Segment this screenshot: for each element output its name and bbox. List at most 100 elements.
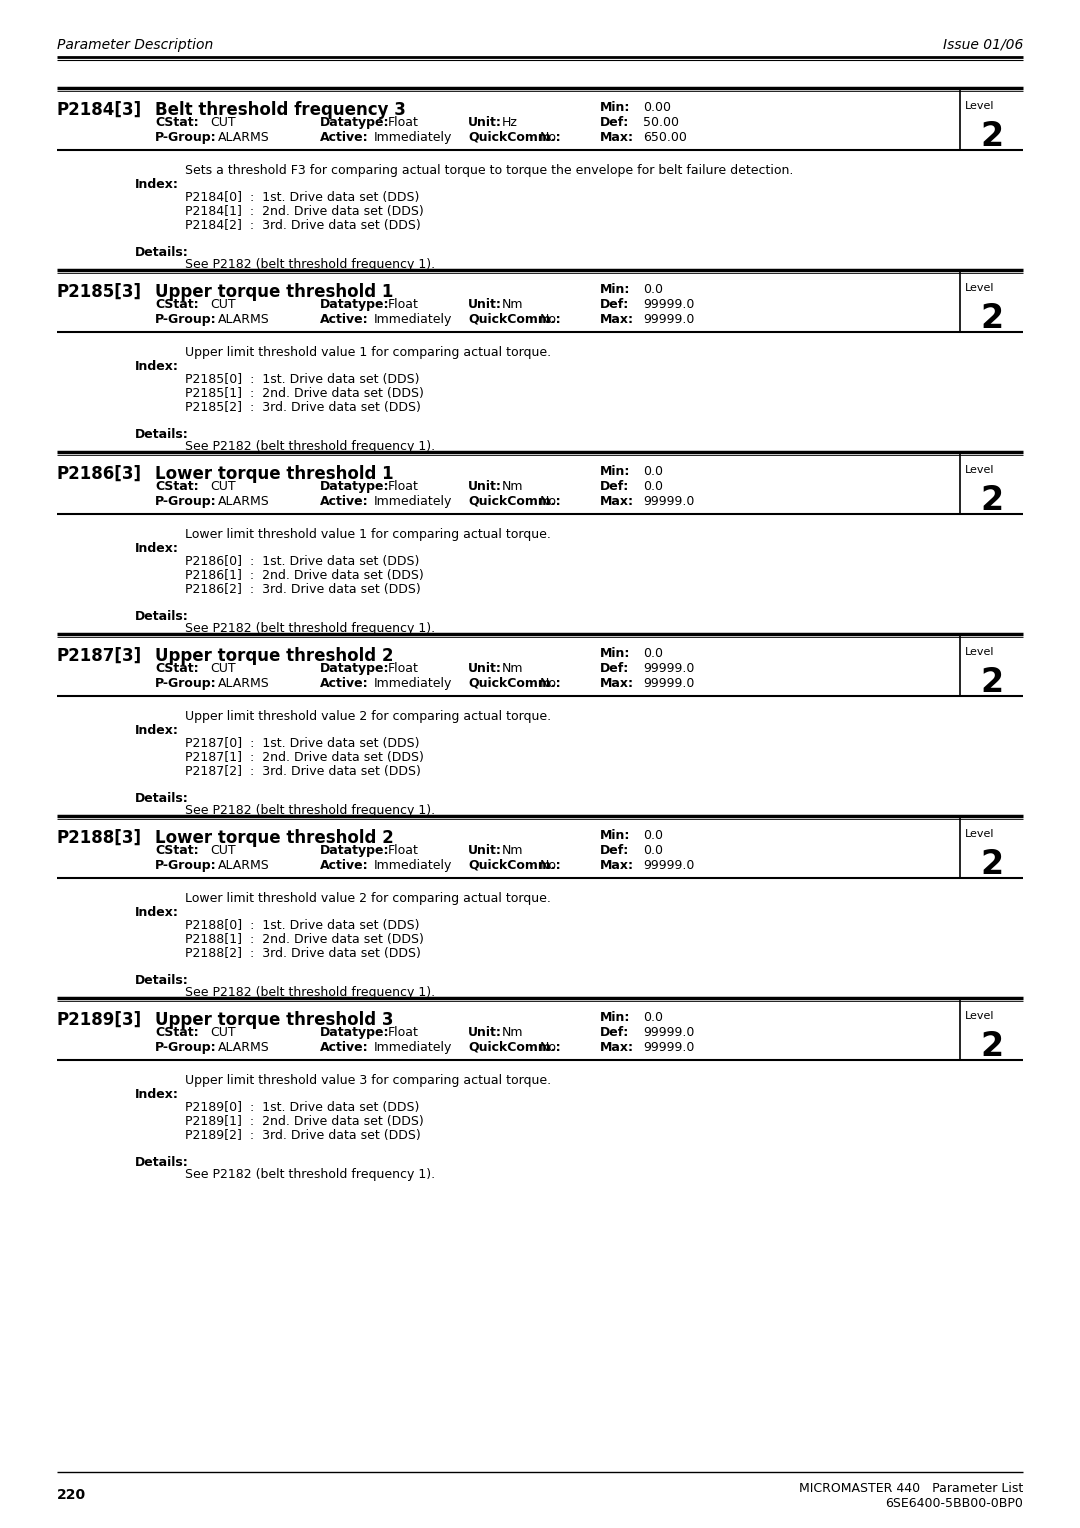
Text: 6SE6400-5BB00-0BP0: 6SE6400-5BB00-0BP0 (886, 1497, 1023, 1510)
Text: P-Group:: P-Group: (156, 677, 217, 691)
Text: CUT: CUT (210, 843, 235, 857)
Text: CStat:: CStat: (156, 480, 199, 494)
Text: No: No (540, 495, 557, 507)
Text: P-Group:: P-Group: (156, 859, 217, 872)
Text: 220: 220 (57, 1488, 86, 1502)
Text: Lower torque threshold 1: Lower torque threshold 1 (156, 465, 393, 483)
Text: 2: 2 (980, 848, 1003, 882)
Text: 0.0: 0.0 (643, 830, 663, 842)
Text: Level: Level (966, 465, 995, 475)
Text: ALARMS: ALARMS (218, 1041, 270, 1054)
Text: 99999.0: 99999.0 (643, 662, 694, 675)
Text: Float: Float (388, 1025, 419, 1039)
Text: P2186[0]  :  1st. Drive data set (DDS): P2186[0] : 1st. Drive data set (DDS) (185, 555, 419, 568)
Text: Upper limit threshold value 1 for comparing actual torque.: Upper limit threshold value 1 for compar… (185, 345, 551, 359)
Text: Details:: Details: (135, 610, 189, 623)
Text: Level: Level (966, 646, 995, 657)
Text: Max:: Max: (600, 859, 634, 872)
Text: 0.0: 0.0 (643, 843, 663, 857)
Text: P-Group:: P-Group: (156, 131, 217, 144)
Text: Index:: Index: (135, 1088, 179, 1102)
Text: P2184[1]  :  2nd. Drive data set (DDS): P2184[1] : 2nd. Drive data set (DDS) (185, 205, 423, 219)
Text: Immediately: Immediately (374, 495, 453, 507)
Text: 2: 2 (980, 666, 1003, 698)
Text: Float: Float (388, 662, 419, 675)
Text: Details:: Details: (135, 973, 189, 987)
Text: Unit:: Unit: (468, 298, 502, 312)
Text: 99999.0: 99999.0 (643, 495, 694, 507)
Text: Nm: Nm (502, 662, 524, 675)
Text: Index:: Index: (135, 724, 179, 736)
Text: Issue 01/06: Issue 01/06 (943, 38, 1023, 52)
Text: Min:: Min: (600, 830, 631, 842)
Text: Active:: Active: (320, 859, 368, 872)
Text: 0.0: 0.0 (643, 646, 663, 660)
Text: Max:: Max: (600, 495, 634, 507)
Text: See P2182 (belt threshold frequency 1).: See P2182 (belt threshold frequency 1). (185, 804, 435, 817)
Text: CStat:: CStat: (156, 662, 199, 675)
Text: Index:: Index: (135, 906, 179, 918)
Text: Datatype:: Datatype: (320, 480, 390, 494)
Text: CStat:: CStat: (156, 116, 199, 128)
Text: Max:: Max: (600, 313, 634, 325)
Text: Unit:: Unit: (468, 116, 502, 128)
Text: P2186[3]: P2186[3] (57, 465, 141, 483)
Text: CUT: CUT (210, 662, 235, 675)
Text: See P2182 (belt threshold frequency 1).: See P2182 (belt threshold frequency 1). (185, 440, 435, 452)
Text: Nm: Nm (502, 1025, 524, 1039)
Text: QuickComm.:: QuickComm.: (468, 1041, 561, 1054)
Text: P-Group:: P-Group: (156, 313, 217, 325)
Text: P2188[1]  :  2nd. Drive data set (DDS): P2188[1] : 2nd. Drive data set (DDS) (185, 934, 423, 946)
Text: Unit:: Unit: (468, 843, 502, 857)
Text: Upper limit threshold value 3 for comparing actual torque.: Upper limit threshold value 3 for compar… (185, 1074, 551, 1086)
Text: Details:: Details: (135, 246, 189, 260)
Text: See P2182 (belt threshold frequency 1).: See P2182 (belt threshold frequency 1). (185, 258, 435, 270)
Text: Sets a threshold F3 for comparing actual torque to torque the envelope for belt : Sets a threshold F3 for comparing actual… (185, 163, 794, 177)
Text: Index:: Index: (135, 542, 179, 555)
Text: Max:: Max: (600, 1041, 634, 1054)
Text: CStat:: CStat: (156, 1025, 199, 1039)
Text: QuickComm.:: QuickComm.: (468, 131, 561, 144)
Text: Float: Float (388, 843, 419, 857)
Text: Immediately: Immediately (374, 1041, 453, 1054)
Text: P2185[3]: P2185[3] (57, 283, 141, 301)
Text: 2: 2 (980, 121, 1003, 153)
Text: Datatype:: Datatype: (320, 843, 390, 857)
Text: P2186[1]  :  2nd. Drive data set (DDS): P2186[1] : 2nd. Drive data set (DDS) (185, 568, 423, 582)
Text: 99999.0: 99999.0 (643, 1041, 694, 1054)
Text: Min:: Min: (600, 101, 631, 115)
Text: 2: 2 (980, 1030, 1003, 1063)
Text: Def:: Def: (600, 1025, 630, 1039)
Text: 99999.0: 99999.0 (643, 859, 694, 872)
Text: Active:: Active: (320, 131, 368, 144)
Text: No: No (540, 313, 557, 325)
Text: Nm: Nm (502, 480, 524, 494)
Text: Belt threshold frequency 3: Belt threshold frequency 3 (156, 101, 406, 119)
Text: Upper torque threshold 3: Upper torque threshold 3 (156, 1012, 393, 1028)
Text: Datatype:: Datatype: (320, 116, 390, 128)
Text: QuickComm.:: QuickComm.: (468, 313, 561, 325)
Text: 0.0: 0.0 (643, 283, 663, 296)
Text: No: No (540, 131, 557, 144)
Text: P2188[0]  :  1st. Drive data set (DDS): P2188[0] : 1st. Drive data set (DDS) (185, 918, 419, 932)
Text: P2188[2]  :  3rd. Drive data set (DDS): P2188[2] : 3rd. Drive data set (DDS) (185, 947, 421, 960)
Text: Level: Level (966, 830, 995, 839)
Text: See P2182 (belt threshold frequency 1).: See P2182 (belt threshold frequency 1). (185, 1167, 435, 1181)
Text: Parameter Description: Parameter Description (57, 38, 213, 52)
Text: Immediately: Immediately (374, 859, 453, 872)
Text: Nm: Nm (502, 298, 524, 312)
Text: P2187[0]  :  1st. Drive data set (DDS): P2187[0] : 1st. Drive data set (DDS) (185, 736, 419, 750)
Text: Def:: Def: (600, 662, 630, 675)
Text: Float: Float (388, 480, 419, 494)
Text: Details:: Details: (135, 1157, 189, 1169)
Text: QuickComm.:: QuickComm.: (468, 859, 561, 872)
Text: See P2182 (belt threshold frequency 1).: See P2182 (belt threshold frequency 1). (185, 622, 435, 636)
Text: 0.00: 0.00 (643, 101, 671, 115)
Text: ALARMS: ALARMS (218, 495, 270, 507)
Text: P2185[2]  :  3rd. Drive data set (DDS): P2185[2] : 3rd. Drive data set (DDS) (185, 400, 421, 414)
Text: Unit:: Unit: (468, 480, 502, 494)
Text: 0.0: 0.0 (643, 465, 663, 478)
Text: Hz: Hz (502, 116, 518, 128)
Text: Nm: Nm (502, 843, 524, 857)
Text: 0.0: 0.0 (643, 480, 663, 494)
